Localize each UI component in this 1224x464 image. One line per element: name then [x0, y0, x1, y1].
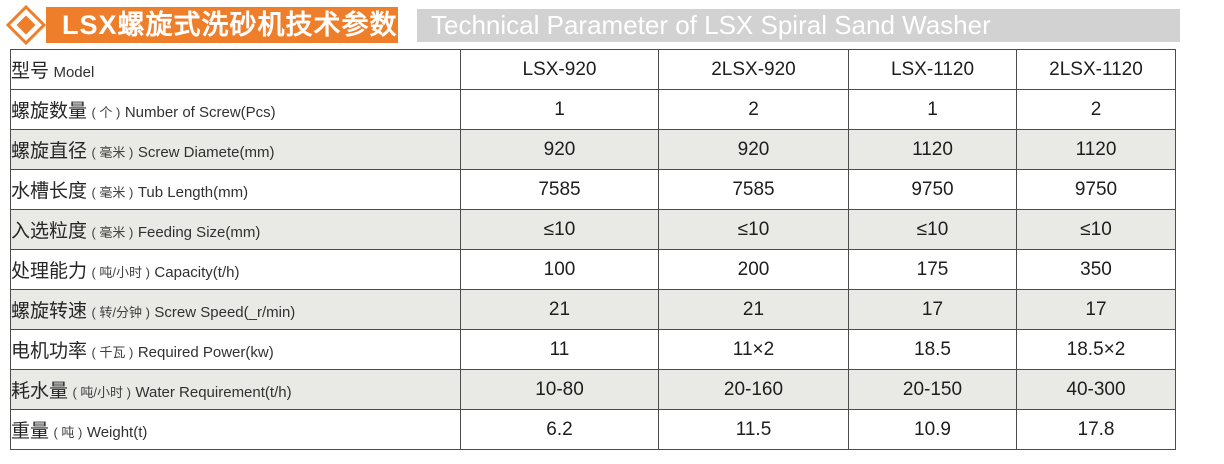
row-value: ≤10 — [1016, 209, 1176, 250]
row-value: 920 — [460, 129, 659, 170]
row-value: ≤10 — [460, 209, 659, 250]
row-label-zh: 水槽长度 — [11, 181, 88, 202]
row-label: 电机功率 ( 千瓦 ) Required Power(kw) — [10, 329, 461, 370]
row-value: 1120 — [1016, 129, 1176, 170]
diamond-icon — [5, 4, 47, 46]
row-value: 2LSX-920 — [658, 49, 849, 90]
row-value: 20-160 — [658, 369, 849, 410]
row-label-en: Required Power(kw) — [137, 344, 274, 361]
row-value: 1 — [848, 89, 1017, 130]
row-value: 200 — [658, 249, 849, 290]
row-value: 40-300 — [1016, 369, 1176, 410]
row-value: 7585 — [460, 169, 659, 210]
row-value: ≤10 — [658, 209, 849, 250]
row-label: 重量 ( 吨 ) Weight(t) — [10, 409, 461, 450]
row-label: 入选粒度 ( 毫米 ) Feeding Size(mm) — [10, 209, 461, 250]
row-value: 10-80 — [460, 369, 659, 410]
row-label-zh: 螺旋直径 — [11, 141, 88, 162]
row-label-unit: ( 吨/小时 ) — [72, 385, 131, 400]
row-label-zh: 型号 — [11, 61, 50, 82]
row-value: 21 — [460, 289, 659, 330]
row-value: 18.5 — [848, 329, 1017, 370]
row-label-en: Screw Speed(_r/min) — [154, 304, 296, 321]
row-value: ≤10 — [848, 209, 1017, 250]
row-label-en: Screw Diamete(mm) — [137, 144, 275, 161]
row-value: 1120 — [848, 129, 1017, 170]
row-label-en: Feeding Size(mm) — [137, 224, 261, 241]
row-label-unit: ( 毫米 ) — [91, 185, 134, 200]
row-value: 7585 — [658, 169, 849, 210]
row-value: 9750 — [1016, 169, 1176, 210]
row-value: 100 — [460, 249, 659, 290]
row-value: 920 — [658, 129, 849, 170]
row-label: 耗水量 ( 吨/小时 ) Water Requirement(t/h) — [10, 369, 461, 410]
row-value: 2 — [1016, 89, 1176, 130]
row-label: 处理能力 ( 吨/小时 ) Capacity(t/h) — [10, 249, 461, 290]
row-label-en: Tub Length(mm) — [137, 184, 249, 201]
table-row: 型号 Model LSX-920 2LSX-920 LSX-1120 2LSX-… — [10, 49, 1176, 90]
row-value: 9750 — [848, 169, 1017, 210]
row-label-zh: 入选粒度 — [11, 221, 88, 242]
row-label-zh: 螺旋数量 — [11, 101, 88, 122]
table-row: 螺旋数量 ( 个 ) Number of Screw(Pcs) 1 2 1 2 — [10, 89, 1176, 130]
row-label-en: Number of Screw(Pcs) — [124, 104, 276, 121]
table-row: 处理能力 ( 吨/小时 ) Capacity(t/h) 100 200 175 … — [10, 249, 1176, 290]
row-label-unit: ( 毫米 ) — [91, 225, 134, 240]
row-label: 螺旋直径 ( 毫米 ) Screw Diamete(mm) — [10, 129, 461, 170]
row-value: 21 — [658, 289, 849, 330]
table-row: 耗水量 ( 吨/小时 ) Water Requirement(t/h) 10-8… — [10, 369, 1176, 410]
row-value: 17 — [848, 289, 1017, 330]
row-value: 2LSX-1120 — [1016, 49, 1176, 90]
row-value: 17 — [1016, 289, 1176, 330]
table-row: 水槽长度 ( 毫米 ) Tub Length(mm) 7585 7585 975… — [10, 169, 1176, 210]
row-label-zh: 处理能力 — [11, 261, 88, 282]
table-row: 电机功率 ( 千瓦 ) Required Power(kw) 11 11×2 1… — [10, 329, 1176, 370]
row-label-zh: 螺旋转速 — [11, 301, 88, 322]
row-value: 20-150 — [848, 369, 1017, 410]
spec-table-body: 型号 Model LSX-920 2LSX-920 LSX-1120 2LSX-… — [10, 49, 1176, 450]
row-label-zh: 电机功率 — [11, 341, 88, 362]
table-row: 入选粒度 ( 毫米 ) Feeding Size(mm) ≤10 ≤10 ≤10… — [10, 209, 1176, 250]
row-label-zh: 重量 — [11, 421, 50, 442]
row-value: 18.5×2 — [1016, 329, 1176, 370]
row-label-unit: ( 个 ) — [91, 105, 121, 120]
table-row: 重量 ( 吨 ) Weight(t) 6.2 11.5 10.9 17.8 — [10, 409, 1176, 450]
row-value: 6.2 — [460, 409, 659, 450]
row-label-unit: ( 吨/小时 ) — [91, 265, 150, 280]
row-value: 11 — [460, 329, 659, 370]
row-label-en: Model — [53, 64, 95, 81]
row-value: 175 — [848, 249, 1017, 290]
row-label-en: Weight(t) — [86, 424, 148, 441]
row-label-en: Water Requirement(t/h) — [135, 384, 292, 401]
row-label: 螺旋转速 ( 转/分钟 ) Screw Speed(_r/min) — [10, 289, 461, 330]
row-value: LSX-920 — [460, 49, 659, 90]
row-value: LSX-1120 — [848, 49, 1017, 90]
row-label-unit: ( 毫米 ) — [91, 145, 134, 160]
table-row: 螺旋直径 ( 毫米 ) Screw Diamete(mm) 920 920 11… — [10, 129, 1176, 170]
row-label-en: Capacity(t/h) — [154, 264, 240, 281]
row-label: 水槽长度 ( 毫米 ) Tub Length(mm) — [10, 169, 461, 210]
row-value: 350 — [1016, 249, 1176, 290]
table-row: 螺旋转速 ( 转/分钟 ) Screw Speed(_r/min) 21 21 … — [10, 289, 1176, 330]
page-title-zh: LSX螺旋式洗砂机技术参数 — [46, 7, 398, 43]
row-value: 17.8 — [1016, 409, 1176, 450]
row-label-unit: ( 千瓦 ) — [91, 345, 134, 360]
row-value: 1 — [460, 89, 659, 130]
row-value: 11×2 — [658, 329, 849, 370]
page-title-en: Technical Parameter of LSX Spiral Sand W… — [417, 9, 1180, 42]
row-label-unit: ( 吨 ) — [53, 425, 83, 440]
row-value: 11.5 — [658, 409, 849, 450]
row-value: 10.9 — [848, 409, 1017, 450]
row-label-zh: 耗水量 — [11, 381, 69, 402]
row-label: 型号 Model — [10, 49, 461, 90]
row-label: 螺旋数量 ( 个 ) Number of Screw(Pcs) — [10, 89, 461, 130]
spec-table: 型号 Model LSX-920 2LSX-920 LSX-1120 2LSX-… — [10, 49, 1176, 450]
row-label-unit: ( 转/分钟 ) — [91, 305, 150, 320]
row-value: 2 — [658, 89, 849, 130]
